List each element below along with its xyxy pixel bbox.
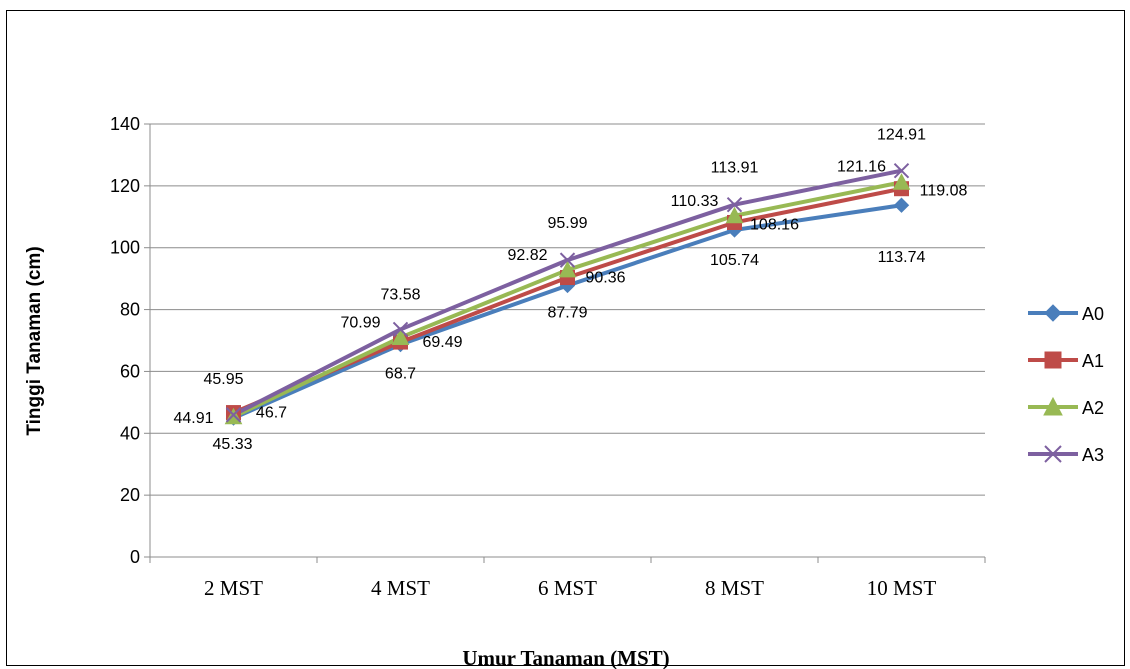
marker-A0	[893, 197, 910, 213]
legend-label: A1	[1082, 351, 1104, 371]
x-tick-label: 10 MST	[867, 576, 937, 600]
data-label-A0: 44.91	[173, 410, 213, 427]
legend-marker	[1044, 445, 1062, 463]
marker-A2	[391, 328, 410, 345]
legend-label: A0	[1082, 304, 1104, 324]
data-label-A0: 68.7	[385, 366, 416, 383]
gridlines	[144, 123, 986, 563]
y-tick-label: 0	[130, 547, 140, 567]
legend-label: A3	[1082, 445, 1104, 465]
data-label-A2: 70.99	[340, 314, 380, 331]
series-lines	[232, 168, 902, 420]
marker-A2	[558, 260, 577, 278]
legend-item-A2: A2	[1028, 396, 1104, 418]
data-label-A2: 92.82	[507, 247, 547, 264]
data-labels: 44.91 68.7 87.79 105.74 113.74 46.7 69.49 90.36…	[173, 127, 967, 453]
x-tick-label: 8 MST	[705, 576, 764, 600]
marker-A3	[559, 252, 576, 268]
marker-A3	[392, 321, 409, 338]
y-tick-label: 120	[110, 176, 140, 196]
data-label-A1: 90.36	[585, 270, 625, 287]
data-label-A3: 73.58	[380, 286, 420, 303]
y-axis-label: Tinggi Tanaman (cm)	[24, 246, 45, 435]
data-label-A3: 113.91	[711, 160, 759, 177]
x-axis-label: Umur Tanaman (MST)	[462, 646, 669, 669]
marker-A3	[225, 407, 242, 423]
legend: A0 A1 A2 A3	[1028, 304, 1104, 465]
data-label-A3: 45.95	[203, 371, 243, 388]
y-tick-label: 20	[120, 485, 140, 505]
legend-marker	[1044, 351, 1062, 369]
marker-A3	[893, 162, 910, 179]
marker-A2	[725, 206, 744, 224]
data-label-A0: 105.74	[710, 252, 759, 269]
marker-A3	[726, 196, 743, 213]
x-tick-label: 4 MST	[371, 576, 430, 600]
y-tick-label: 60	[120, 361, 140, 381]
series-markers	[224, 162, 911, 426]
legend-marker	[1043, 396, 1063, 416]
data-label-A0: 87.79	[547, 304, 587, 321]
y-tick-label: 140	[110, 114, 140, 134]
data-label-A2: 121.16	[837, 158, 886, 175]
data-label-A1: 119.08	[920, 183, 968, 200]
data-label-A3: 95.99	[547, 215, 587, 232]
data-label-A3: 124.91	[877, 127, 926, 144]
data-label-A2: 45.33	[212, 436, 252, 453]
legend-marker	[1044, 304, 1062, 322]
x-tick-label: 2 MST	[204, 576, 263, 600]
y-tick-label: 80	[120, 300, 140, 320]
legend-item-A3: A3	[1028, 445, 1104, 465]
data-label-A1: 108.16	[750, 216, 799, 233]
legend-item-A1: A1	[1028, 351, 1104, 371]
marker-A2	[892, 173, 911, 190]
legend-label: A2	[1082, 398, 1104, 418]
data-label-A2: 110.33	[671, 193, 719, 210]
data-label-A1: 46.7	[256, 405, 287, 422]
data-label-A1: 69.49	[422, 334, 462, 351]
y-tick-label: 100	[110, 238, 140, 258]
legend-item-A0: A0	[1028, 304, 1104, 324]
y-tick-label: 40	[120, 423, 140, 443]
x-tick-labels: 2 MST 4 MST 6 MST 8 MST 10 MST	[204, 576, 936, 600]
x-tick-label: 6 MST	[538, 576, 597, 600]
data-label-A0: 113.74	[878, 249, 926, 266]
y-tick-labels: 0 20 40 60 80 100 120 140	[110, 114, 140, 567]
